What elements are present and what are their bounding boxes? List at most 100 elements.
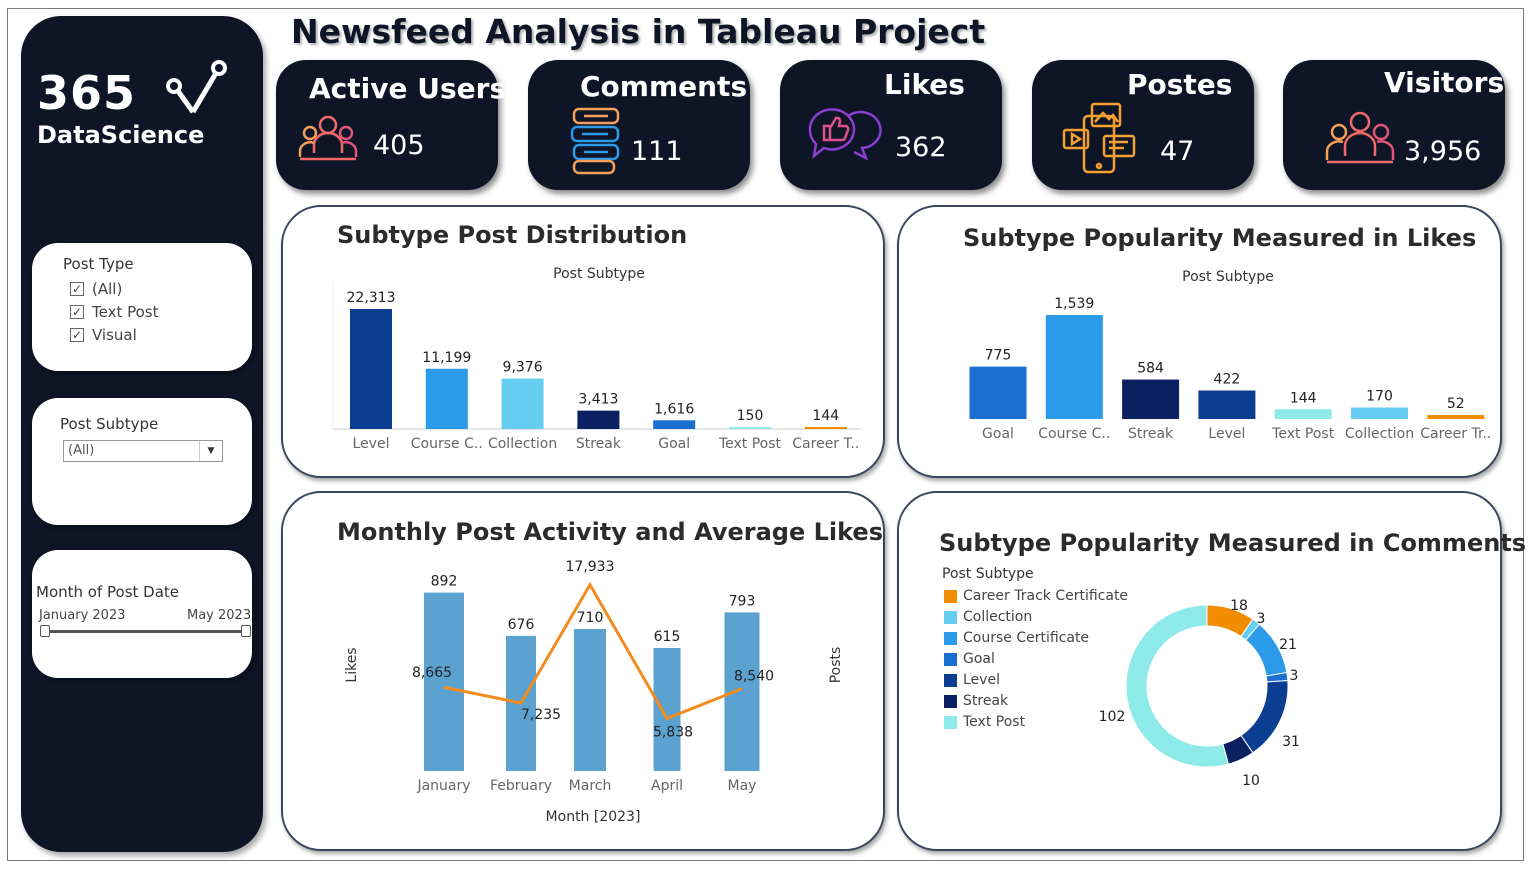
legend-swatch — [944, 652, 957, 666]
kpi-value: 362 — [895, 132, 947, 163]
data-label: 775 — [985, 348, 1012, 364]
subtype-likes-panel: Subtype Popularity Measured in Likes Pos… — [897, 205, 1502, 478]
logo-mark-icon — [166, 60, 227, 114]
month-slider-start-handle[interactable] — [40, 625, 50, 637]
dropdown-value: (All) — [68, 443, 95, 458]
kpi-visitors: Visitors 3,956 — [1283, 60, 1505, 190]
bar — [1198, 390, 1256, 419]
line-data-label: 8,665 — [412, 665, 452, 681]
tick-label: Level — [353, 436, 390, 452]
chat-bubbles-icon — [570, 107, 620, 175]
average-likes-line — [443, 581, 743, 721]
data-label: 9,376 — [503, 360, 543, 376]
legend-label: Streak — [963, 693, 1009, 709]
data-label: 1,539 — [1054, 296, 1094, 312]
data-label: 144 — [812, 408, 839, 424]
data-label: 3,413 — [578, 392, 618, 408]
panel-title: Monthly Post Activity and Average Likes — [337, 518, 883, 546]
month-start-label: January 2023 — [39, 608, 126, 623]
checkbox-checked-icon[interactable]: ✓ — [70, 305, 84, 319]
month-slider-end-handle[interactable] — [241, 625, 251, 637]
bar — [424, 592, 464, 771]
data-label: 170 — [1366, 389, 1393, 405]
monthly-activity-panel: Monthly Post Activity and Average Likes … — [281, 491, 885, 851]
line-data-label: 5,838 — [653, 724, 693, 740]
data-label: 892 — [431, 574, 458, 590]
tick-label: Career T.. — [792, 436, 859, 452]
month-filter-title: Month of Post Date — [36, 583, 180, 601]
slice-label: 102 — [1099, 709, 1126, 725]
tick-label: Course C.. — [1038, 426, 1110, 442]
subtype-comments-panel: Subtype Popularity Measured in Comments … — [897, 491, 1526, 851]
post-subtype-dropdown[interactable]: (All) ▼ — [63, 440, 223, 462]
donut-slice — [1125, 604, 1230, 768]
slice-label: 21 — [1279, 637, 1297, 653]
post-type-option-text-post[interactable]: ✓ Text Post — [70, 303, 159, 321]
legend-swatch — [944, 694, 957, 708]
post-subtype-title: Post Subtype — [60, 415, 159, 433]
kpi-value: 47 — [1160, 136, 1195, 167]
data-label: 11,199 — [422, 350, 471, 366]
legend-label: Level — [963, 672, 1000, 688]
y-axis-label-right: Posts — [828, 647, 844, 684]
legend-item: Level — [944, 672, 1000, 688]
post-type-option-all[interactable]: ✓ (All) — [70, 280, 122, 298]
checkbox-checked-icon[interactable]: ✓ — [70, 328, 84, 342]
panel-title: Subtype Post Distribution — [337, 221, 688, 249]
data-label: 615 — [654, 629, 681, 645]
data-label: 710 — [577, 610, 604, 626]
bar — [1274, 409, 1332, 419]
data-label: 52 — [1447, 396, 1465, 412]
x-axis-label: Month [2023] — [546, 809, 641, 825]
tick-label: Goal — [982, 426, 1014, 442]
chart-header: Post Subtype — [1182, 269, 1274, 285]
legend-swatch — [944, 673, 957, 687]
bar — [804, 427, 847, 429]
slice-label: 18 — [1230, 598, 1248, 614]
y-axis-label-left: Likes — [344, 647, 360, 682]
legend-label: Text Post — [963, 714, 1026, 730]
kpi-likes: Likes 362 — [780, 60, 1002, 190]
post-type-option-visual[interactable]: ✓ Visual — [70, 326, 137, 344]
post-subtype-filter: Post Subtype (All) ▼ — [32, 398, 252, 525]
logo-number: 365 — [37, 66, 137, 120]
line-data-label: 17,933 — [566, 559, 615, 575]
legend-item: Course Certificate — [944, 630, 1089, 646]
chart-header: Post Subtype — [553, 266, 645, 282]
bar — [1122, 379, 1180, 419]
tick-label: Streak — [576, 436, 622, 452]
month-slider-track[interactable] — [44, 630, 246, 633]
data-label: 793 — [729, 593, 756, 609]
line-data-label: 8,540 — [734, 669, 774, 685]
subtype-distribution-chart: Post Subtype 22,313 Level 11,199 Course C.. 9… — [332, 266, 861, 452]
logo: 365 DataScience — [37, 60, 227, 155]
bar — [577, 410, 620, 429]
checkbox-checked-icon[interactable]: ✓ — [70, 282, 84, 296]
subtype-distribution-panel: Subtype Post Distribution Post Subtype 22… — [281, 205, 885, 478]
tick-label: Course C.. — [411, 436, 483, 452]
logo-name: DataScience — [37, 121, 205, 149]
bar — [1045, 315, 1103, 419]
tick-label: February — [490, 778, 552, 794]
tick-label: Text Post — [718, 436, 782, 452]
page-title: Newsfeed Analysis in Tableau Project — [291, 12, 986, 51]
option-label: Text Post — [92, 303, 159, 321]
kpi-comments: Comments 111 — [528, 60, 750, 190]
tick-label: May — [728, 778, 757, 794]
thumbs-up-icon — [808, 108, 882, 161]
donut-slice — [1240, 680, 1289, 754]
kpi-value: 111 — [631, 136, 683, 167]
tick-label: January — [416, 778, 470, 794]
tick-label: March — [569, 778, 612, 794]
kpi-label: Visitors — [1384, 66, 1505, 99]
legend-item: Text Post — [944, 714, 1025, 730]
bar — [1427, 415, 1485, 419]
chevron-down-icon[interactable]: ▼ — [199, 441, 222, 461]
bar — [350, 309, 392, 429]
tick-label: Collection — [1345, 426, 1414, 442]
option-label: (All) — [92, 280, 123, 298]
bar — [501, 378, 544, 429]
data-label: 144 — [1290, 390, 1317, 406]
bar — [574, 629, 606, 771]
line-data-label: 7,235 — [521, 707, 561, 723]
